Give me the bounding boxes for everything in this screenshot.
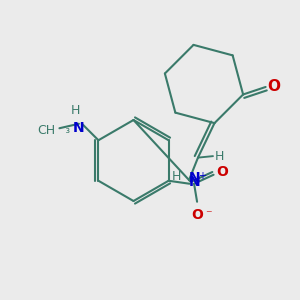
Text: N: N bbox=[73, 121, 84, 135]
Text: O: O bbox=[267, 79, 280, 94]
Text: ⁻: ⁻ bbox=[206, 208, 212, 221]
Text: H: H bbox=[71, 104, 81, 117]
Text: N: N bbox=[189, 175, 200, 189]
Text: O: O bbox=[217, 165, 228, 179]
Text: N: N bbox=[188, 171, 200, 185]
Text: ₃: ₃ bbox=[55, 125, 70, 135]
Text: O: O bbox=[191, 208, 203, 222]
Text: H: H bbox=[172, 170, 182, 183]
Text: +: + bbox=[199, 171, 206, 181]
Text: H: H bbox=[214, 150, 224, 163]
Text: CH: CH bbox=[37, 124, 55, 137]
